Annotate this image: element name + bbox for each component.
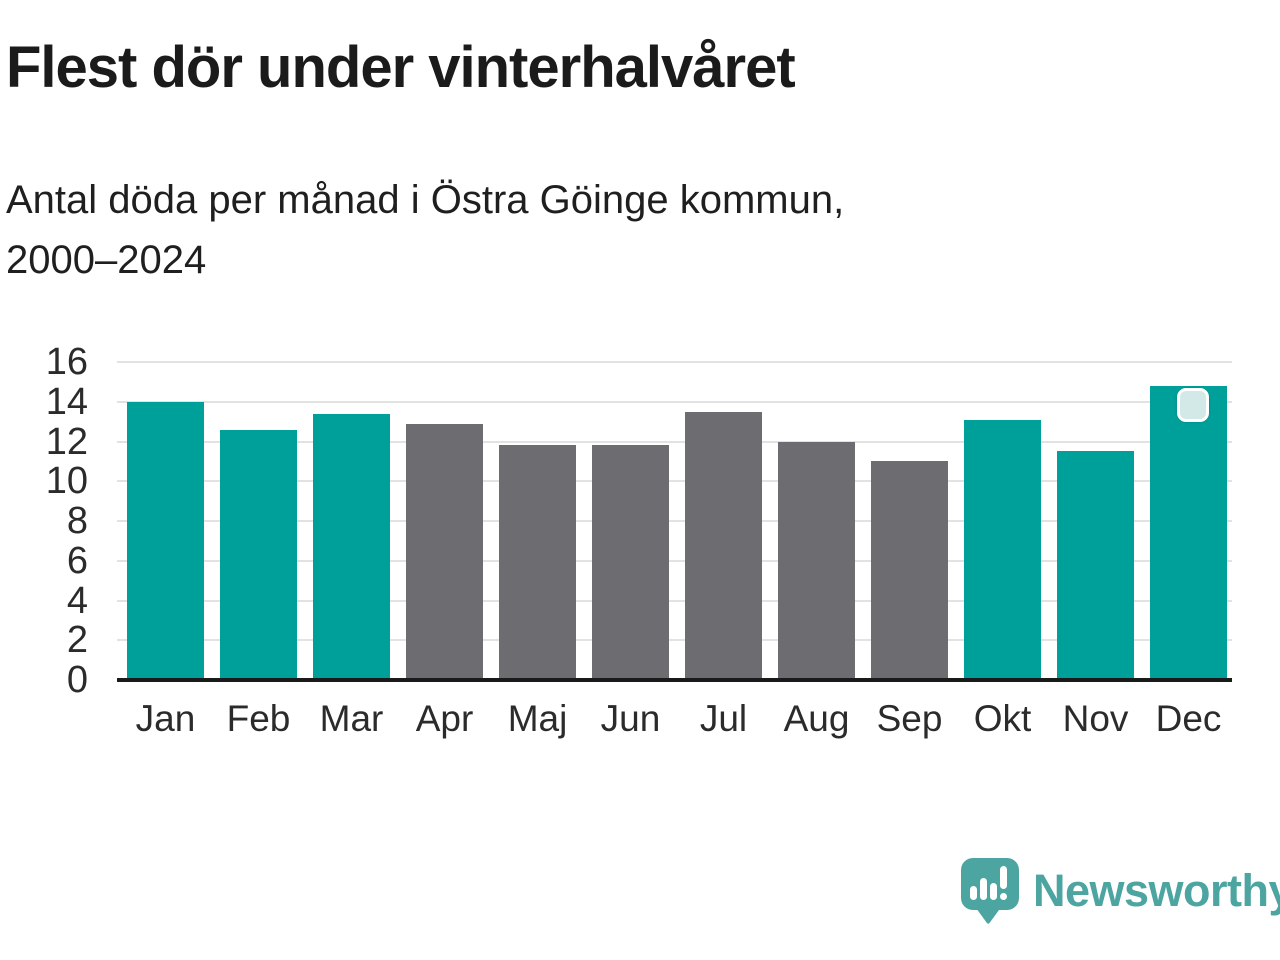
gridline-6	[117, 559, 1232, 562]
y-tick-label-12: 12	[45, 420, 88, 463]
bar-feb	[220, 429, 297, 680]
plot-area	[117, 361, 1232, 682]
x-axis-labels: Jan Feb Mar Apr Maj Jun Jul Aug Sep Okt Nov Dec	[117, 700, 1232, 750]
bar-mar	[313, 413, 390, 680]
chart-subtitle: Antal döda per månad i Östra Göinge komm…	[6, 170, 844, 290]
x-tick-label-dec: Dec	[1155, 698, 1222, 739]
gridline-10	[117, 480, 1232, 483]
chart-title: Flest dör under vinterhalvåret	[6, 35, 796, 100]
y-tick-label-2: 2	[66, 619, 88, 662]
bar-apr	[406, 423, 483, 680]
x-tick-label-aug: Aug	[783, 698, 850, 739]
newsworthy-logo-text: Newsworthy	[1033, 865, 1280, 916]
x-tick-label-sep: Sep	[876, 698, 943, 739]
bar-maj	[499, 445, 576, 680]
bar-jul	[685, 411, 762, 680]
y-tick-label-0: 0	[66, 659, 88, 701]
x-tick-label-jun: Jun	[600, 698, 661, 739]
x-tick-label-jan: Jan	[135, 698, 196, 739]
y-tick-label-8: 8	[66, 500, 88, 542]
gridline-8	[117, 520, 1232, 522]
chart-subtitle-line-2: 2000–2024	[6, 238, 207, 282]
newsworthy-logo: Newsworthy	[961, 856, 1280, 926]
gridline-16	[117, 361, 1232, 363]
x-tick-label-maj: Maj	[507, 698, 568, 739]
x-tick-label-apr: Apr	[415, 698, 474, 739]
bar-jun	[592, 445, 669, 680]
newsworthy-logo-icon	[961, 858, 1019, 924]
y-tick-label-14: 14	[45, 380, 88, 423]
bar-jan	[127, 401, 204, 680]
bar-nov	[1057, 451, 1134, 680]
bar-highlight-marker	[1176, 387, 1209, 422]
bar-aug	[778, 441, 855, 680]
x-tick-label-okt: Okt	[973, 698, 1032, 739]
bar-sep	[871, 461, 948, 680]
bar-dec	[1150, 385, 1227, 680]
y-tick-label-6: 6	[66, 539, 88, 582]
bar-okt	[964, 419, 1041, 680]
y-tick-label-16: 16	[45, 341, 88, 383]
x-tick-label-nov: Nov	[1062, 698, 1129, 739]
chart-subtitle-line-1: Antal döda per månad i Östra Göinge komm…	[6, 178, 845, 222]
y-tick-label-10: 10	[45, 460, 88, 503]
y-tick-label-4: 4	[66, 579, 88, 622]
y-axis: 0 2 4 6 8 10 12 14 16	[0, 343, 90, 699]
x-tick-label-jul: Jul	[699, 698, 748, 739]
gridline-4	[117, 599, 1232, 602]
gridline-14	[117, 400, 1232, 403]
x-tick-label-mar: Mar	[319, 698, 384, 739]
gridline-2	[117, 639, 1232, 642]
x-axis-line	[117, 678, 1232, 682]
gridline-12	[117, 440, 1232, 443]
x-tick-label-feb: Feb	[226, 698, 291, 739]
